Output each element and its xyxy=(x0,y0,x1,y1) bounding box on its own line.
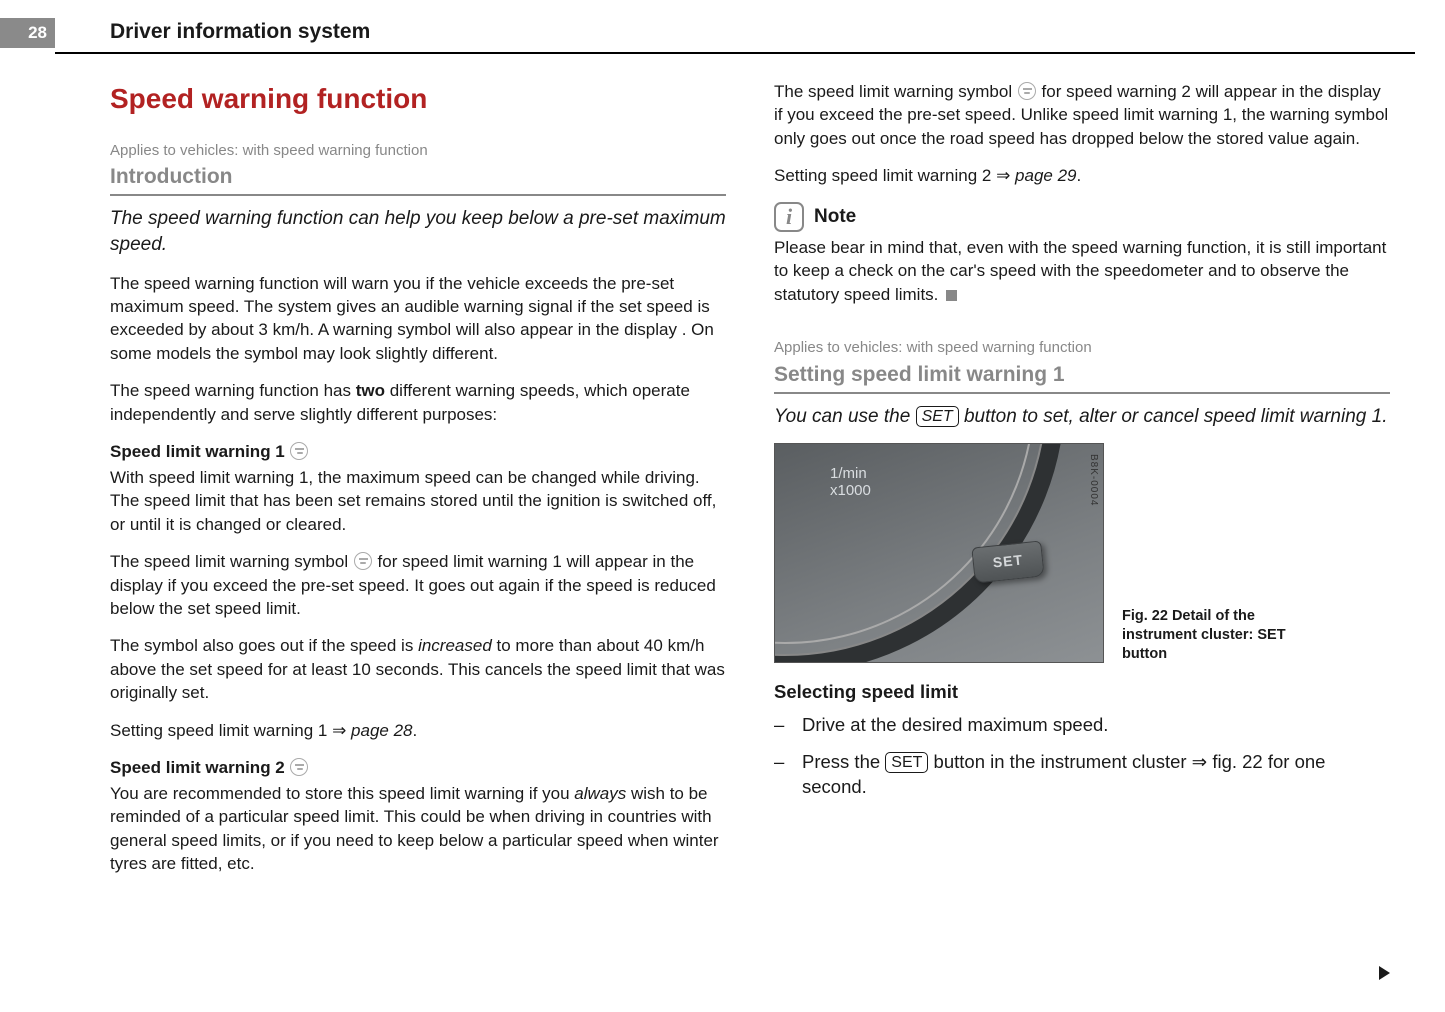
body-paragraph: The speed warning function has two diffe… xyxy=(110,379,726,426)
cross-reference: Setting speed limit warning 1 ⇒ page 28. xyxy=(110,719,726,742)
page-ref: page 29 xyxy=(1010,166,1076,185)
section-heading: Speed warning function xyxy=(110,80,726,119)
chapter-title: Driver information system xyxy=(110,20,370,44)
text: Press the xyxy=(802,751,885,772)
speed-warning-icon xyxy=(290,758,308,776)
dash-bullet: – xyxy=(774,750,802,800)
text: Setting speed limit warning 2 xyxy=(774,166,996,185)
subsection-heading: Setting speed limit warning 1 xyxy=(774,361,1390,394)
info-icon: i xyxy=(774,202,804,232)
right-column: The speed limit warning symbol for speed… xyxy=(774,80,1390,982)
text: 1/min xyxy=(830,465,867,482)
body-paragraph: The speed warning function will warn you… xyxy=(110,272,726,366)
body-paragraph: With speed limit warning 1, the maximum … xyxy=(110,466,726,536)
body-paragraph: The speed limit warning symbol for speed… xyxy=(110,550,726,620)
figure-caption: Fig. 22 Detail of the instrument cluster… xyxy=(1122,607,1312,664)
bold-text: two xyxy=(356,381,385,400)
speed-warning-icon xyxy=(1018,82,1036,100)
set-button-glyph: SET xyxy=(885,752,928,773)
page-number-tab: 28 xyxy=(0,18,55,48)
page-ref: page 28 xyxy=(346,721,412,740)
text: x1000 xyxy=(830,482,871,499)
text: Speed limit warning 1 xyxy=(110,442,289,461)
note-label: Note xyxy=(814,204,856,230)
speed-warning-icon xyxy=(354,552,372,570)
text: You can use the xyxy=(774,406,916,427)
list-item: – Drive at the desired maximum speed. xyxy=(774,713,1390,738)
lead-text: You can use the SET button to set, alter… xyxy=(774,404,1390,430)
applies-note: Applies to vehicles: with speed warning … xyxy=(110,141,726,162)
figure-code: B8K-0004 xyxy=(1086,454,1100,506)
text: Press the SET button in the instrument c… xyxy=(802,750,1390,800)
manual-page: 28 Driver information system Speed warni… xyxy=(0,0,1445,1012)
text: Speed limit warning 2 xyxy=(110,758,289,777)
note-body: Please bear in mind that, even with the … xyxy=(774,236,1390,306)
body-paragraph: You are recommended to store this speed … xyxy=(110,782,726,876)
end-square-icon xyxy=(946,290,957,301)
header-rule xyxy=(55,52,1415,54)
set-button-glyph: SET xyxy=(916,406,959,427)
italic-text: increased xyxy=(418,636,492,655)
spacer xyxy=(774,320,1390,338)
left-column: Speed warning function Applies to vehicl… xyxy=(110,80,726,982)
dash-bullet: – xyxy=(774,713,802,738)
cross-reference: Setting speed limit warning 2 ⇒ page 29. xyxy=(774,164,1390,187)
gauge-unit-label: 1/min x1000 xyxy=(830,466,871,499)
applies-note: Applies to vehicles: with speed warning … xyxy=(774,338,1390,359)
text: The symbol also goes out if the speed is xyxy=(110,636,418,655)
lead-text: The speed warning function can help you … xyxy=(110,206,726,257)
set-physical-button: SET xyxy=(971,541,1044,584)
subsection-heading: Introduction xyxy=(110,163,726,196)
body-paragraph: The symbol also goes out if the speed is… xyxy=(110,634,726,704)
procedure-heading: Selecting speed limit xyxy=(774,679,1390,705)
procedure-list: – Drive at the desired maximum speed. – … xyxy=(774,713,1390,800)
text: button to set, alter or cancel speed lim… xyxy=(959,406,1388,427)
text: The speed warning function has xyxy=(110,381,356,400)
continue-triangle-icon xyxy=(1379,966,1390,980)
list-item: – Press the SET button in the instrument… xyxy=(774,750,1390,800)
arrow-icon: ⇒ xyxy=(332,721,346,740)
figure-image: 1/min x1000 SET B8K-0004 xyxy=(774,443,1104,663)
text: The speed limit warning symbol xyxy=(110,552,353,571)
note-header: i Note xyxy=(774,202,1390,232)
text: Please bear in mind that, even with the … xyxy=(774,238,1386,304)
content-columns: Speed warning function Applies to vehicl… xyxy=(110,80,1390,982)
arrow-icon: ⇒ xyxy=(1192,751,1208,772)
figure-row: 1/min x1000 SET B8K-0004 Fig. 22 Detail … xyxy=(774,443,1390,663)
arrow-icon: ⇒ xyxy=(996,166,1010,185)
text: button in the instrument cluster xyxy=(928,751,1191,772)
sub-heading: Speed limit warning 2 xyxy=(110,756,726,779)
speed-warning-icon xyxy=(290,442,308,460)
italic-text: always xyxy=(574,784,626,803)
text: You are recommended to store this speed … xyxy=(110,784,574,803)
sub-heading: Speed limit warning 1 xyxy=(110,440,726,463)
body-paragraph: The speed limit warning symbol for speed… xyxy=(774,80,1390,150)
text: Drive at the desired maximum speed. xyxy=(802,713,1108,738)
text: Setting speed limit warning 1 xyxy=(110,721,332,740)
text: The speed limit warning symbol xyxy=(774,82,1017,101)
